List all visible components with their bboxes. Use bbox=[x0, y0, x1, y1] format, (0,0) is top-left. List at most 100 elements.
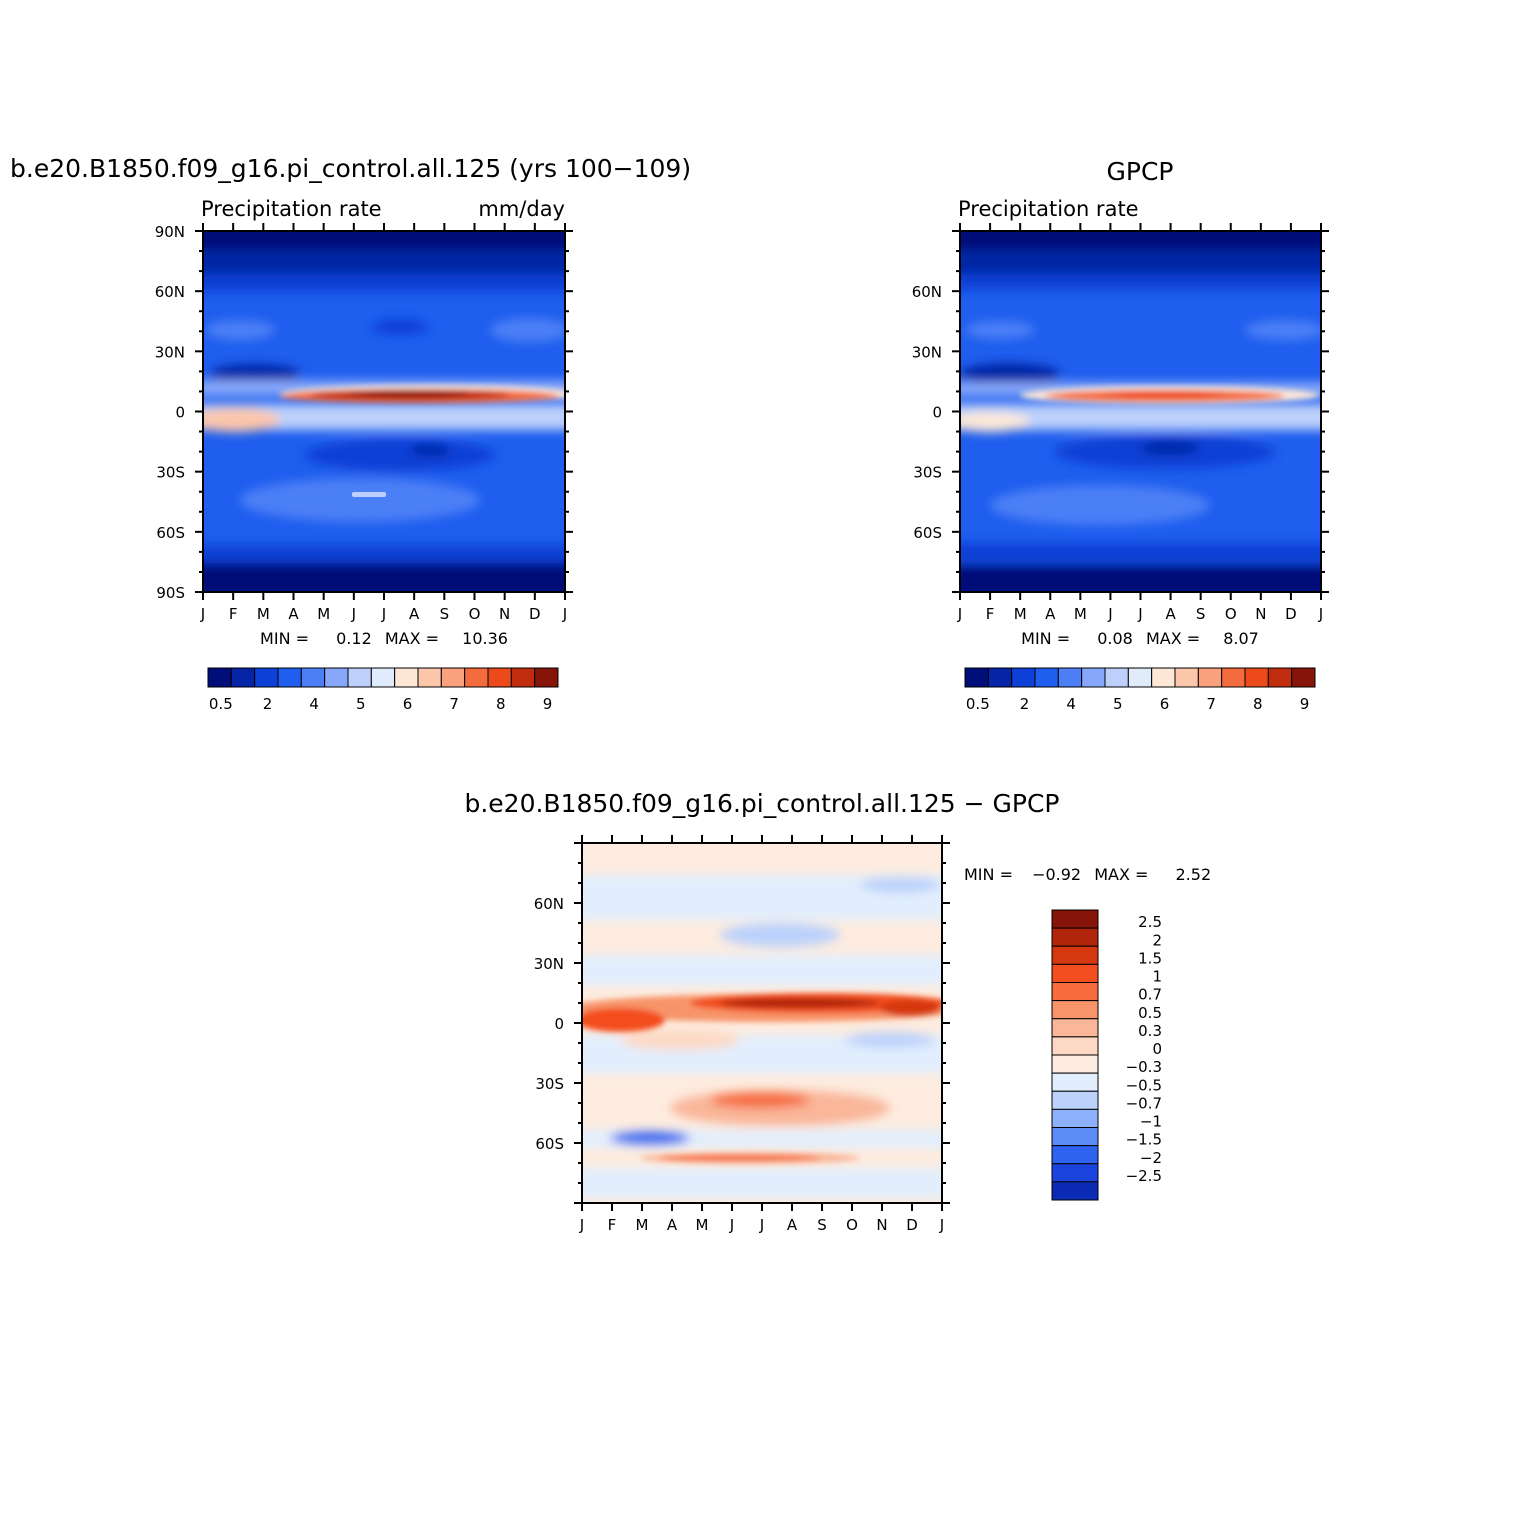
colorbar-swatch bbox=[1174, 667, 1199, 688]
stat-max-value: 10.36 bbox=[462, 629, 508, 648]
colorbar-swatch bbox=[1034, 667, 1059, 688]
colorbar-swatch bbox=[1051, 1145, 1099, 1165]
y-tick-label: 60N bbox=[534, 895, 564, 913]
x-tick-label: S bbox=[440, 605, 450, 623]
colorbar-label: −0.3 bbox=[1126, 1058, 1162, 1076]
itcz-diff-west bbox=[582, 1008, 665, 1032]
colorbar-swatch bbox=[1051, 1108, 1099, 1128]
colorbar-swatch bbox=[1051, 1090, 1099, 1110]
antarctic-edge bbox=[960, 543, 1321, 563]
x-tick-label: F bbox=[986, 605, 995, 623]
colorbar-label: 0.5 bbox=[966, 695, 990, 713]
colorbar-swatch bbox=[1011, 667, 1036, 688]
x-tick-label: N bbox=[1255, 605, 1266, 623]
x-tick-label: J bbox=[729, 1216, 734, 1234]
colorbar-swatch bbox=[394, 667, 419, 688]
colorbar-label: −2 bbox=[1140, 1149, 1162, 1167]
colorbar-swatch bbox=[417, 667, 442, 688]
colorbar-label: 8 bbox=[496, 695, 506, 713]
y-tick-label: 60S bbox=[913, 524, 942, 542]
colorbar-swatch bbox=[1051, 927, 1099, 947]
x-tick-label: A bbox=[409, 605, 420, 623]
x-tick-label: S bbox=[817, 1216, 827, 1234]
colorbar-label: 2.5 bbox=[1138, 913, 1162, 931]
x-tick-label: F bbox=[608, 1216, 617, 1234]
colorbar-swatch bbox=[1104, 667, 1129, 688]
x-tick-label: O bbox=[846, 1216, 858, 1234]
colorbar-swatch bbox=[1051, 1072, 1099, 1092]
neg-patch-arctic bbox=[860, 877, 940, 893]
x-tick-label: A bbox=[667, 1216, 678, 1234]
colorbar-label: 5 bbox=[356, 695, 366, 713]
colorbar-swatch bbox=[300, 667, 326, 688]
y-tick-label: 30S bbox=[913, 464, 942, 482]
stat-min-value: 0.12 bbox=[336, 629, 372, 648]
antarctic-neg bbox=[582, 1168, 942, 1198]
colorbar-label: 4 bbox=[309, 695, 319, 713]
sh-rain-patch bbox=[203, 408, 280, 432]
colorbar-label: 6 bbox=[1160, 695, 1170, 713]
x-tick-label: D bbox=[529, 605, 541, 623]
stat-max-value: 2.52 bbox=[1176, 865, 1212, 884]
x-tick-label: O bbox=[1225, 605, 1237, 623]
x-tick-label: J bbox=[351, 605, 356, 623]
colorbar-label: 7 bbox=[1206, 695, 1216, 713]
stat-min-value: −0.92 bbox=[1032, 865, 1081, 884]
colorbar-label: 8 bbox=[1253, 695, 1263, 713]
panel-obs-field bbox=[960, 231, 1321, 592]
colorbar-swatch bbox=[1051, 909, 1099, 929]
antarctic-edge bbox=[203, 545, 565, 563]
y-tick-label: 60S bbox=[535, 1135, 564, 1153]
y-tick-label: 30N bbox=[155, 343, 185, 361]
colorbar-swatch bbox=[1051, 945, 1099, 965]
stat-max-label: MAX = bbox=[1146, 629, 1200, 648]
colorbar-swatch bbox=[1267, 667, 1293, 688]
pos-patch-s bbox=[620, 1030, 740, 1050]
colorbar-label: 9 bbox=[1300, 695, 1310, 713]
panel-model-stats: MIN = 0.12 MAX = 10.36 bbox=[260, 629, 508, 648]
colorbar-label: 1.5 bbox=[1138, 949, 1162, 967]
colorbar-swatch bbox=[1127, 667, 1153, 688]
x-tick-label: J bbox=[939, 1216, 944, 1234]
mid-lat-patch bbox=[965, 321, 1035, 339]
panel-diff: b.e20.B1850.f09_g16.pi_control.all.125 −… bbox=[464, 789, 1211, 1234]
x-tick-label: M bbox=[636, 1216, 649, 1234]
subtropic-dry-core bbox=[410, 444, 450, 456]
y-tick-label: 0 bbox=[932, 404, 942, 422]
arctic-band bbox=[203, 231, 565, 253]
storm-track-max bbox=[352, 492, 386, 497]
stat-max-value: 8.07 bbox=[1223, 629, 1259, 648]
y-tick-label: 60S bbox=[156, 524, 185, 542]
y-tick-label: 60N bbox=[155, 283, 185, 301]
colorbar-swatch bbox=[987, 667, 1013, 688]
colorbar-label: 9 bbox=[543, 695, 553, 713]
colorbar-label: −0.7 bbox=[1126, 1094, 1162, 1112]
high-lat-band bbox=[960, 274, 1321, 290]
arctic-band-2 bbox=[203, 250, 565, 278]
colorbar-swatch bbox=[1051, 963, 1099, 983]
storm-track-s bbox=[990, 485, 1210, 525]
colorbar-label: 0.3 bbox=[1138, 1022, 1162, 1040]
colorbar-swatch bbox=[1244, 667, 1269, 688]
mid-lat-patch-3 bbox=[205, 320, 275, 340]
x-tick-label: J bbox=[759, 1216, 764, 1234]
colorbar-label: −1.5 bbox=[1126, 1131, 1162, 1149]
neg-core-s bbox=[610, 1131, 690, 1145]
colorbar-label: 5 bbox=[1113, 695, 1123, 713]
mid-lat-patch-2 bbox=[1245, 320, 1321, 340]
colorbar-label: −2.5 bbox=[1126, 1167, 1162, 1185]
x-tick-label: M bbox=[257, 605, 270, 623]
x-tick-label: M bbox=[317, 605, 330, 623]
panel-model-unit-label: mm/day bbox=[478, 197, 565, 221]
panel-model-left-label: Precipitation rate bbox=[201, 197, 382, 221]
stat-max-label: MAX = bbox=[1094, 865, 1148, 884]
colorbar-swatch bbox=[1051, 1018, 1099, 1038]
itcz-core bbox=[1105, 391, 1225, 397]
mid-lat-patch-2 bbox=[490, 318, 565, 342]
panel-model-title: b.e20.B1850.f09_g16.pi_control.all.125 (… bbox=[10, 154, 691, 183]
x-tick-label: M bbox=[1074, 605, 1087, 623]
x-tick-label: M bbox=[1014, 605, 1027, 623]
